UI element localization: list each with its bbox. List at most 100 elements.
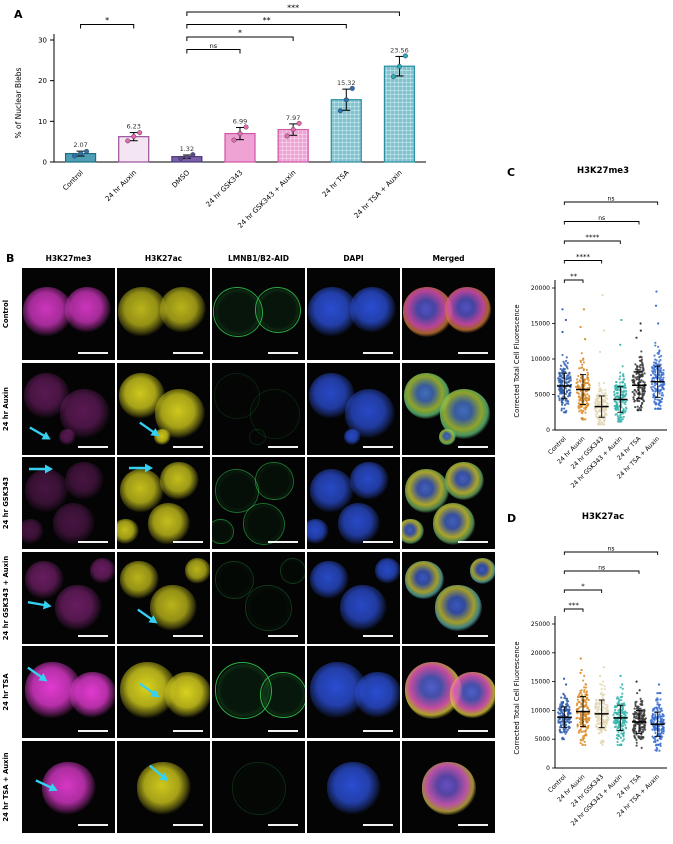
svg-text:0: 0	[546, 427, 550, 434]
scatter-series-0	[556, 677, 573, 741]
micrograph-5-1	[117, 740, 210, 833]
nucleus	[327, 761, 382, 816]
nucleus	[337, 503, 381, 546]
nucleus	[309, 560, 349, 600]
channel-header-4: Merged	[432, 254, 465, 263]
svg-text:*: *	[105, 16, 109, 25]
svg-text:2.07: 2.07	[73, 141, 87, 149]
nucleus	[254, 461, 294, 501]
panel-c-title: H3K27me3	[577, 166, 629, 176]
bar-4: 7.97	[277, 114, 309, 163]
scatter-series-2	[593, 666, 610, 747]
panel-d: D H3K27ac Corrected Total Cell Fluoresce…	[503, 506, 673, 844]
nucleus	[402, 518, 425, 545]
panel-a: A % of Nuclear Blebs 0 10 20 30 2.07 Control 6…	[6, 2, 442, 254]
svg-text:15000: 15000	[531, 321, 550, 328]
svg-text:20000: 20000	[531, 285, 550, 292]
micrograph-1-3	[307, 362, 400, 455]
bar-6: 23.56	[383, 46, 416, 163]
nucleus	[24, 560, 64, 600]
scale-bar	[172, 351, 203, 354]
micrograph-4-1	[117, 646, 210, 738]
svg-text:ns: ns	[598, 215, 605, 222]
nucleus	[159, 461, 199, 501]
svg-text:10000: 10000	[531, 707, 550, 714]
significance-bracket	[563, 551, 659, 555]
micrograph-3-4	[402, 551, 495, 644]
nucleus	[70, 671, 115, 718]
nucleus	[165, 671, 210, 718]
bleb-arrow-icon	[139, 421, 160, 437]
svg-text:Control: Control	[61, 169, 85, 193]
svg-text:20: 20	[38, 77, 47, 85]
micrograph-4-4	[402, 646, 495, 738]
micrograph-2-1	[117, 457, 210, 549]
scatter-series-3	[612, 674, 629, 747]
micrograph-2-3	[307, 457, 400, 549]
condition-label-4: 24 hr TSA	[2, 673, 10, 711]
micrograph-0-1	[117, 268, 210, 360]
condition-label-0: Control	[2, 299, 10, 329]
scatter-series-5	[649, 290, 666, 410]
significance-bracket	[563, 279, 584, 283]
nucleus	[137, 761, 192, 816]
micrograph-0-3	[307, 268, 400, 360]
scatter-series-1	[575, 657, 591, 747]
channel-header-3: DAPI	[343, 254, 364, 263]
bar-3: 6.99	[224, 117, 256, 163]
nucleus	[154, 428, 171, 446]
nucleus	[249, 428, 266, 446]
channel-header-0: H3K27me3	[45, 254, 92, 263]
scale-bar	[362, 351, 393, 354]
scale-bar	[457, 729, 488, 732]
significance-bracket	[563, 201, 659, 205]
bleb-arrow-icon	[27, 600, 52, 610]
nucleus	[435, 584, 482, 631]
micrograph-4-2	[212, 646, 305, 738]
scale-bar	[172, 446, 203, 449]
scale-bar	[362, 824, 393, 827]
channel-header-1: H3K27ac	[144, 254, 183, 263]
micrograph-3-0	[22, 551, 115, 644]
scale-bar	[267, 635, 298, 638]
significance-bracket	[563, 608, 584, 612]
panel-c: C H3K27me3 Corrected Total Cell Fluoresc…	[503, 158, 673, 506]
nucleus	[242, 503, 286, 546]
scale-bar	[457, 540, 488, 543]
svg-text:15000: 15000	[531, 679, 550, 686]
condition-label-1: 24 hr Auxin	[2, 386, 10, 431]
nucleus	[184, 557, 210, 584]
scale-bar	[362, 446, 393, 449]
nucleus	[64, 461, 104, 501]
nucleus	[22, 518, 45, 545]
nucleus	[422, 761, 477, 816]
nucleus	[260, 671, 305, 718]
svg-text:****: ****	[576, 253, 591, 261]
scale-bar	[267, 824, 298, 827]
significance-bracket	[563, 260, 603, 264]
svg-text:***: ***	[568, 602, 579, 610]
svg-text:***: ***	[287, 4, 299, 13]
panel-a-label: A	[14, 8, 23, 21]
scale-bar	[362, 729, 393, 732]
nucleus	[349, 287, 397, 334]
svg-text:**: **	[570, 273, 578, 281]
nucleus	[60, 389, 111, 439]
micrograph-0-0	[22, 268, 115, 360]
bleb-arrow-icon	[148, 764, 168, 781]
panel-c-label: C	[507, 166, 516, 179]
significance-bracket	[563, 240, 621, 244]
bleb-arrow-icon	[129, 463, 154, 473]
svg-text:20000: 20000	[531, 650, 550, 657]
nucleus	[450, 671, 495, 718]
bleb-arrow-icon	[26, 666, 48, 682]
svg-text:*: *	[581, 583, 585, 591]
svg-text:0: 0	[43, 159, 47, 167]
micrograph-5-3	[307, 740, 400, 833]
nucleus	[355, 671, 400, 718]
nucleus	[89, 557, 115, 584]
significance-bracket	[80, 24, 135, 29]
svg-text:ns: ns	[608, 546, 615, 553]
